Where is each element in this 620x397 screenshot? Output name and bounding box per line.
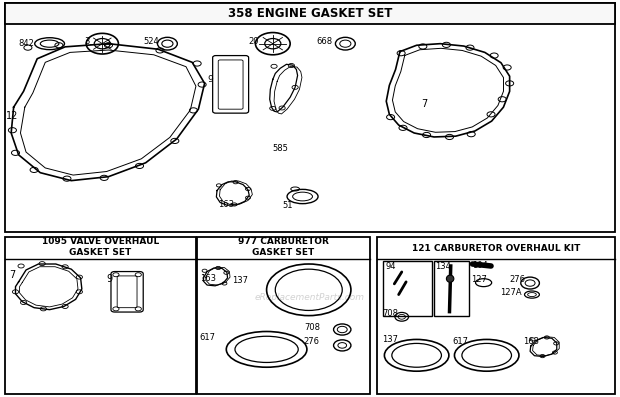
Text: 163: 163 (218, 200, 234, 210)
Text: 585: 585 (273, 144, 289, 153)
Text: 977 CARBURETOR
GASKET SET: 977 CARBURETOR GASKET SET (238, 237, 329, 256)
Text: 842: 842 (18, 39, 34, 48)
Text: 12: 12 (6, 111, 19, 121)
Text: 163: 163 (523, 337, 539, 346)
Text: 524: 524 (143, 37, 159, 46)
Text: 668: 668 (316, 37, 332, 46)
Text: 276: 276 (510, 276, 526, 284)
Text: 617: 617 (453, 337, 469, 346)
Text: 3: 3 (84, 37, 90, 46)
Text: 20: 20 (249, 37, 259, 46)
Text: 51: 51 (282, 201, 293, 210)
Text: 134: 134 (435, 262, 451, 271)
Text: 9: 9 (207, 75, 213, 84)
Text: 708: 708 (382, 309, 398, 318)
Bar (383, 261, 432, 316)
Text: 7: 7 (422, 99, 428, 109)
Bar (434, 261, 469, 316)
Bar (197, 237, 370, 394)
Text: 127: 127 (471, 276, 487, 284)
Text: 121 CARBURETOR OVERHAUL KIT: 121 CARBURETOR OVERHAUL KIT (412, 244, 580, 253)
Text: eReplacementParts.com: eReplacementParts.com (255, 293, 365, 302)
Bar (377, 237, 615, 394)
Text: 276: 276 (304, 337, 320, 346)
Ellipse shape (446, 275, 454, 282)
Bar (5, 237, 196, 394)
Text: 617: 617 (200, 333, 216, 343)
Text: 708: 708 (304, 323, 320, 332)
Text: 163: 163 (200, 274, 216, 283)
Text: 358 ENGINE GASKET SET: 358 ENGINE GASKET SET (228, 7, 392, 19)
Text: 127A: 127A (500, 289, 521, 297)
Text: 104: 104 (472, 261, 488, 270)
Text: 7: 7 (9, 270, 16, 280)
Text: 1095 VALVE OVERHAUL
GASKET SET: 1095 VALVE OVERHAUL GASKET SET (42, 237, 159, 256)
Bar (5, 3, 615, 24)
Text: 137: 137 (232, 276, 249, 285)
Text: 137: 137 (382, 335, 398, 344)
Bar (5, 3, 615, 232)
Text: 9: 9 (107, 274, 113, 284)
Text: 94: 94 (385, 262, 396, 271)
